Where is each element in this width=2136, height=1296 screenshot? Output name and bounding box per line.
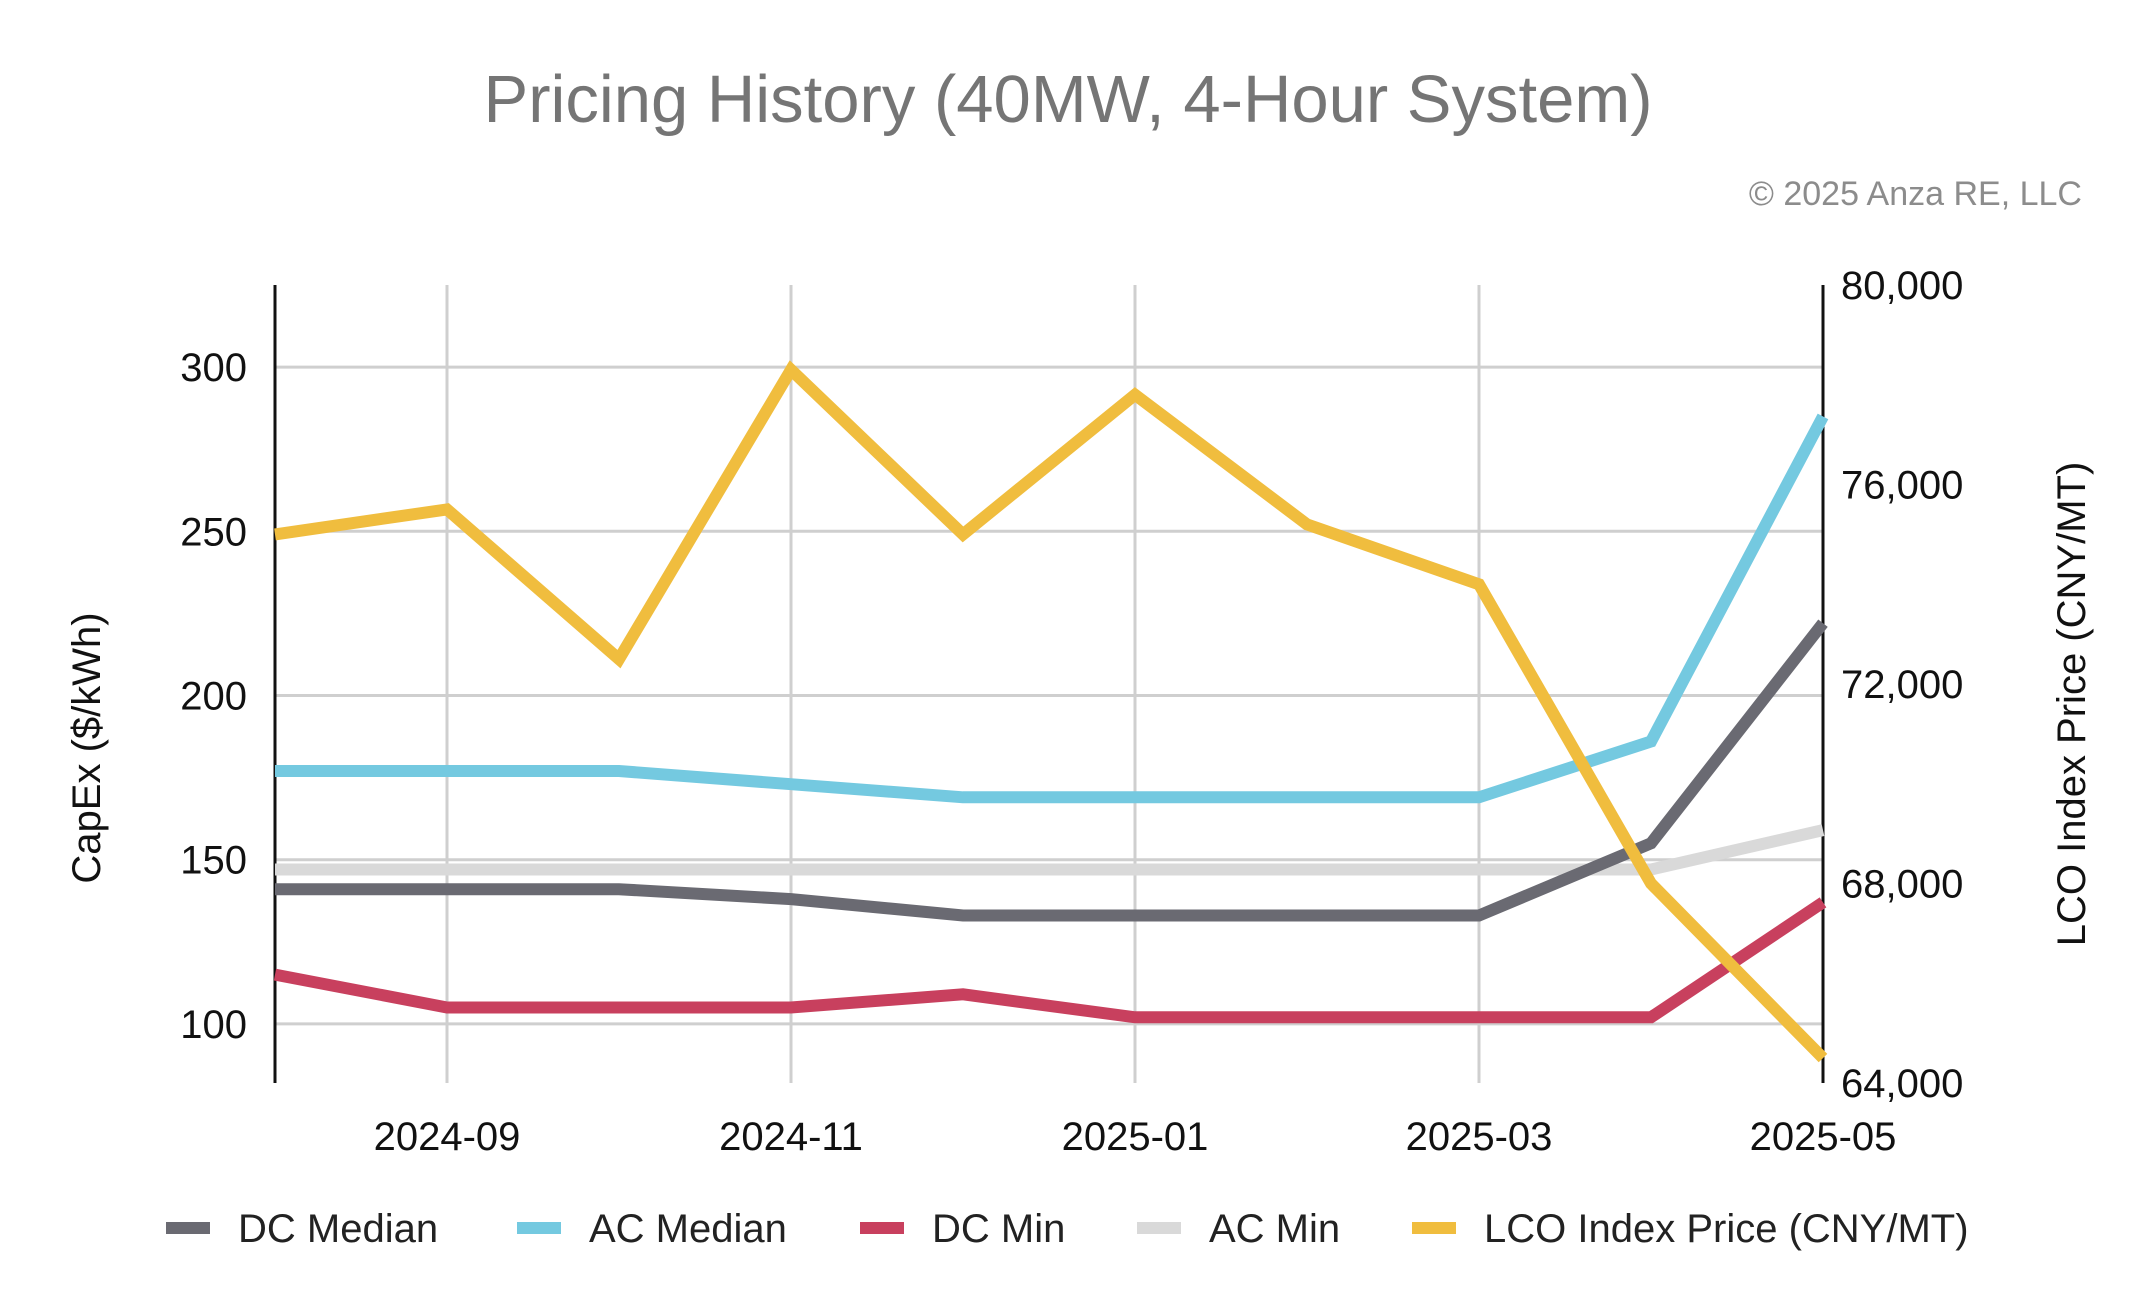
- series-line-ac-min: [275, 824, 1825, 876]
- series-lines: [273, 360, 1829, 1063]
- legend-label-ac-min: AC Min: [1209, 1207, 1340, 1251]
- y-tick-label: 250: [180, 510, 247, 554]
- copyright-notice: © 2025 Anza RE, LLC: [1749, 175, 2082, 213]
- legend: DC Median AC Median DC Min AC Min LCO Index …: [166, 1207, 1969, 1251]
- series-line-lco-index-price-cny-mt: [274, 360, 1828, 1063]
- x-tick-label: 2024-11: [719, 1115, 863, 1159]
- legend-label-dc-min: DC Min: [932, 1207, 1065, 1251]
- y2-tick-label: 80,000: [1841, 264, 1963, 308]
- x-tick-label: 2025-05: [1750, 1115, 1897, 1159]
- y2-tick-label: 76,000: [1841, 464, 1963, 508]
- x-tick-label: 2025-01: [1062, 1115, 1209, 1159]
- series-line-dc-median: [275, 619, 1828, 922]
- y2-tick-label: 68,000: [1841, 863, 1963, 907]
- left-axis-title: CapEx ($/kWh): [65, 612, 109, 883]
- y-tick-label: 100: [180, 1003, 247, 1047]
- legend-label-ac-median: AC Median: [589, 1207, 787, 1251]
- x-tick-label: 2024-09: [374, 1115, 521, 1159]
- legend-label-lco-index-price-cny-mt: LCO Index Price (CNY/MT): [1484, 1207, 1969, 1251]
- y2-tick-label: 64,000: [1841, 1062, 1963, 1106]
- y-tick-label: 200: [180, 674, 247, 718]
- axes: [273, 285, 1825, 1083]
- legend-label-dc-median: DC Median: [238, 1207, 438, 1251]
- gridlines: [275, 285, 1823, 1083]
- y-tick-label: 300: [180, 346, 247, 390]
- series-line-ac-median: [275, 413, 1829, 804]
- chart-title: Pricing History (40MW, 4-Hour System): [484, 62, 1653, 137]
- y2-tick-label: 72,000: [1841, 663, 1963, 707]
- right-axis-title: LCO Index Price (CNY/MT): [2050, 462, 2094, 947]
- tick-labels: 100 150 200 250 300 2024-09 2024-11 2025-01 2025…: [180, 264, 1963, 1159]
- x-tick-label: 2025-03: [1406, 1115, 1553, 1159]
- y-tick-label: 150: [180, 839, 247, 883]
- series-line-dc-min: [273, 897, 1827, 1024]
